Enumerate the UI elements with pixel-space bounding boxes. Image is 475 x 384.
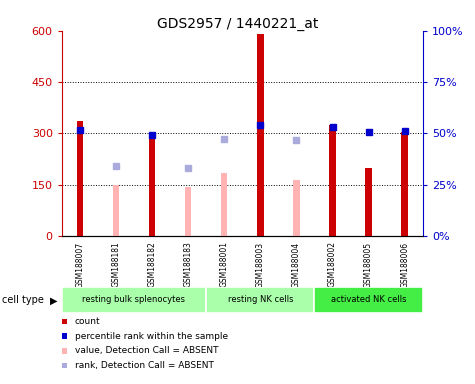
Text: cell type: cell type [2, 295, 44, 305]
Bar [401, 132, 408, 236]
Bar [149, 133, 155, 236]
Text: value, Detection Call = ABSENT: value, Detection Call = ABSENT [75, 346, 218, 355]
Text: GDS2957 / 1440221_at: GDS2957 / 1440221_at [157, 17, 318, 31]
Text: GSM188004: GSM188004 [292, 242, 301, 288]
Text: GSM188182: GSM188182 [148, 242, 156, 287]
Text: GSM188003: GSM188003 [256, 242, 265, 288]
Text: GSM188183: GSM188183 [184, 242, 192, 287]
Bar [113, 185, 119, 236]
Text: percentile rank within the sample: percentile rank within the sample [75, 332, 228, 341]
Bar [257, 34, 264, 236]
Text: GSM188006: GSM188006 [400, 242, 409, 288]
Bar [293, 180, 300, 236]
Text: GSM188001: GSM188001 [220, 242, 228, 288]
Bar [62, 287, 206, 313]
Text: GSM188007: GSM188007 [76, 242, 84, 288]
Bar [329, 125, 336, 236]
Text: rank, Detection Call = ABSENT: rank, Detection Call = ABSENT [75, 361, 213, 370]
Text: resting NK cells: resting NK cells [228, 295, 293, 305]
Bar [221, 173, 228, 236]
Text: ▶: ▶ [50, 295, 58, 305]
Bar [185, 187, 191, 236]
Text: GSM188002: GSM188002 [328, 242, 337, 288]
Bar [76, 121, 83, 236]
Text: activated NK cells: activated NK cells [331, 295, 406, 305]
Text: resting bulk splenocytes: resting bulk splenocytes [83, 295, 185, 305]
Text: count: count [75, 317, 100, 326]
Bar [314, 287, 423, 313]
Text: GSM188181: GSM188181 [112, 242, 120, 287]
Bar [365, 168, 372, 236]
Text: GSM188005: GSM188005 [364, 242, 373, 288]
Bar [206, 287, 314, 313]
